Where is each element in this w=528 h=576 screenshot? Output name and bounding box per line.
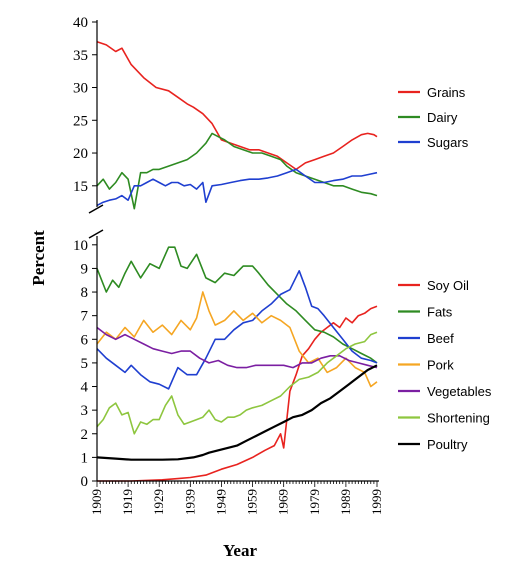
x-tick-label: 1979 — [307, 489, 322, 515]
y-tick-label: 6 — [81, 332, 89, 348]
y-tick-label: 40 — [73, 15, 88, 31]
y-tick-label: 20 — [73, 146, 88, 162]
y-tick-label: 25 — [73, 113, 88, 129]
legend-label-pork: Pork — [427, 358, 454, 373]
x-tick-label: 1929 — [151, 489, 166, 515]
series-line-grains — [96, 40, 378, 171]
series-line-shortening — [96, 331, 378, 435]
legend-label-dairy: Dairy — [427, 110, 458, 125]
y-tick-label: 9 — [81, 261, 89, 277]
series-line-pork — [96, 291, 378, 388]
x-tick-label: 1959 — [245, 489, 260, 515]
y-tick-label: 7 — [81, 309, 89, 325]
series-line-soy-oil — [97, 305, 378, 482]
x-tick-label: 1919 — [120, 489, 135, 515]
y-tick-label: 30 — [73, 81, 88, 97]
series-line-poultry — [96, 364, 378, 461]
series-line-vegetables — [96, 326, 378, 369]
legend-label-vegetables: Vegetables — [427, 384, 492, 399]
y-tick-label: 35 — [73, 48, 88, 64]
axis-break-mark-lower — [88, 229, 104, 239]
series-line-dairy — [96, 132, 378, 210]
y-tick-label: 4 — [81, 380, 89, 396]
legend-label-shortening: Shortening — [427, 411, 490, 426]
x-tick-label: 1969 — [276, 489, 291, 515]
bottom-legend: Soy Oil Fats Beef Pork Vegetables Shortening P… — [398, 278, 492, 452]
legend-label-soy-oil: Soy Oil — [427, 278, 469, 293]
legend-label-sugars: Sugars — [427, 135, 469, 150]
y-tick-label: 5 — [81, 356, 89, 372]
x-tick-label: 1989 — [338, 489, 353, 515]
x-tick-label: 1909 — [89, 489, 104, 515]
y-tick-label: 10 — [73, 238, 88, 254]
axes — [88, 20, 379, 482]
bottom-panel: 0 1 2 3 4 5 6 7 8 9 10 — [73, 238, 378, 490]
y-tick-label: 3 — [81, 403, 89, 419]
legend-label-beef: Beef — [427, 331, 454, 346]
x-tick-label: 1949 — [213, 489, 228, 515]
legend-label-fats: Fats — [427, 305, 453, 320]
x-tick-label: 1939 — [182, 489, 197, 515]
y-tick-label: 0 — [81, 474, 89, 490]
y-tick-label: 2 — [81, 427, 89, 443]
series-line-fats — [96, 246, 378, 364]
legend-label-poultry: Poultry — [427, 437, 468, 452]
legend-label-grains: Grains — [427, 85, 466, 100]
y-tick-label: 1 — [81, 450, 89, 466]
series-line-sugars — [96, 168, 378, 207]
y-tick-label: 8 — [81, 285, 89, 301]
x-axis-title: Year — [223, 541, 257, 560]
series-line-beef — [96, 270, 378, 390]
x-axis: 1909 1919 1929 1939 1949 1959 1969 1979 1989 1999 — [89, 481, 384, 515]
top-legend: Grains Dairy Sugars — [398, 85, 469, 150]
x-tick-label: 1999 — [369, 489, 384, 515]
axis-break-mark-upper — [88, 204, 104, 214]
top-panel: 15 20 25 30 35 40 — [73, 15, 378, 210]
y-tick-label: 15 — [73, 179, 88, 195]
y-axis-title: Percent — [29, 230, 48, 286]
